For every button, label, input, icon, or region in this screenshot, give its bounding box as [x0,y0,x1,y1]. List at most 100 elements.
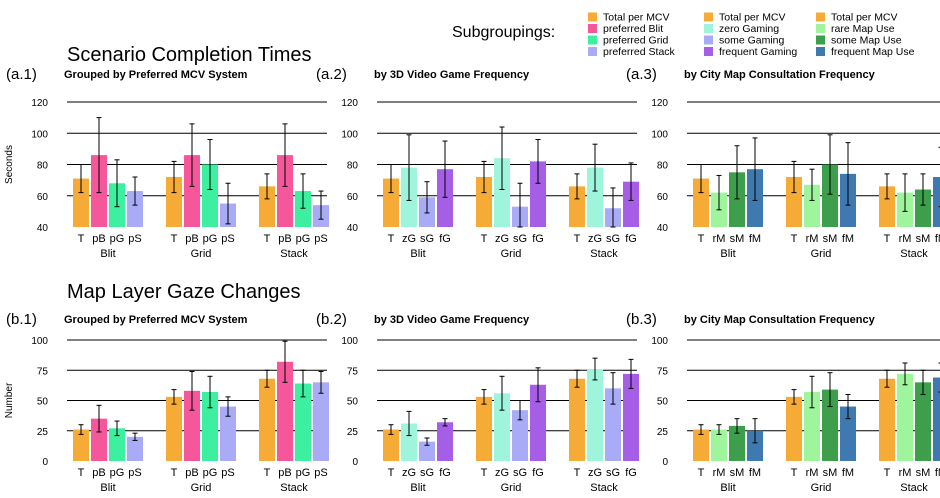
legend-swatch [704,35,713,45]
bar-label: zG [402,467,416,479]
y-axis-label: Seconds [4,145,15,184]
bar [933,377,940,461]
bar-label: T [481,233,488,245]
bar-label: pS [314,233,327,245]
bar-label: pS [128,233,141,245]
chart-b1: (b.1) Grouped by Preferred MCV System Numb… [4,311,329,494]
section-title-gaze: Map Layer Gaze Changes [67,281,300,303]
legend-label: preferred Grid [603,35,669,47]
bar [933,177,940,227]
bar [277,155,293,227]
bar-label: T [698,233,705,245]
bar-label: fG [439,233,451,245]
bar [786,396,802,461]
legend-swatch [704,47,713,56]
group-label: Stack [280,482,308,494]
bar-label: pB [92,233,105,245]
y-tick-label: 100 [651,129,668,140]
bar-label: zG [402,233,416,245]
bar-label: T [574,467,581,479]
bar-label: sM [823,233,838,245]
bar-label: fM [842,467,854,479]
group-label: Grid [191,248,212,260]
bar-label: sM [916,233,931,245]
bar [166,177,182,227]
bar [569,378,585,461]
bar [897,373,913,461]
legend-label: frequent Map Use [831,46,915,58]
legend-swatch [588,24,597,33]
bar-label: pS [221,233,234,245]
chart-b2: (b.2) by 3D Video Game Frequency 0 25 50 75 10… [316,311,639,494]
legend-label: zero Gaming [719,23,779,35]
bar [693,429,709,461]
y-tick-label: 40 [347,223,359,234]
legend-label: Total per MCV [719,12,786,24]
y-axis-label: Number [4,382,15,418]
bar-label: fM [935,467,940,479]
y-tick-label: 60 [657,192,669,203]
bar [711,429,727,461]
bar [184,155,200,227]
bar [202,164,218,227]
bar-label: T [388,233,395,245]
chart-a1: (a.1) Grouped by Preferred MCV System Seco… [4,66,329,260]
bar-label: fM [749,467,761,479]
legend-swatch [816,12,825,22]
panel-title: Grouped by Preferred MCV System [64,314,248,326]
bar [184,390,200,461]
bar-label: fG [625,233,637,245]
bar [437,169,453,227]
y-tick-label: 120 [31,98,48,109]
y-tick-label: 50 [657,397,669,408]
bar [383,178,399,227]
bar [73,429,89,461]
legend-label: preferred Blit [603,23,663,35]
bar-label: pB [278,467,291,479]
bar-label: fG [532,467,544,479]
group-label: Blit [720,248,735,260]
group-label: Blit [720,482,735,494]
chart-a3: (a.3) by City Map Consultation Frequency 4… [626,66,940,260]
bar-label: T [574,233,581,245]
bar [693,178,709,227]
bar [295,191,311,227]
bar [220,406,236,461]
y-tick-label: 0 [662,457,668,468]
panel-title: by 3D Video Game Frequency [374,69,530,81]
bar-label: T [884,467,891,479]
group-label: Grid [811,482,832,494]
bar [127,191,143,227]
bar [879,378,895,461]
bar [804,392,820,461]
bar-label: sG [606,467,620,479]
bar [512,410,528,461]
bar [313,382,329,461]
group-label: Stack [280,248,308,260]
y-tick-label: 120 [341,98,358,109]
legend-swatch [588,47,597,56]
bar-label: rM [806,233,819,245]
panel-tag: (b.1) [6,311,37,328]
bar-label: T [791,467,798,479]
legend-swatch [588,35,597,45]
group-label: Blit [100,248,115,260]
y-tick-label: 0 [42,457,48,468]
y-tick-label: 100 [651,336,668,347]
panel-title: by 3D Video Game Frequency [374,314,530,326]
y-tick-label: 100 [341,129,358,140]
legend-label: some Gaming [719,35,785,47]
bar-label: T [264,467,271,479]
bar-label: fG [625,467,637,479]
legend-swatch [704,12,713,22]
bar-label: pS [128,467,141,479]
y-tick-label: 120 [651,98,668,109]
bar-label: pB [185,233,198,245]
bar [494,158,510,227]
bar [73,178,89,227]
bar [623,181,639,227]
bar-label: T [388,467,395,479]
bar-label: sG [420,467,434,479]
